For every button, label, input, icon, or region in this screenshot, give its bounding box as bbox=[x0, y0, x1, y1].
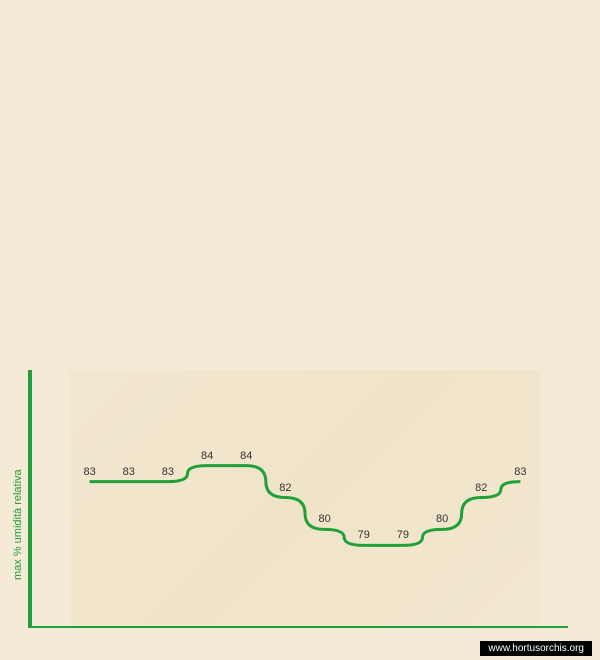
humidity-value: 83 bbox=[78, 466, 102, 478]
bottom-chart: 83 83 83 84 84 82 80 79 79 80 82 83 max % umidità r… bbox=[0, 0, 600, 660]
bottom-axis-bar-green bbox=[28, 626, 568, 628]
left-axis-bar-green bbox=[28, 370, 32, 628]
humidity-value: 79 bbox=[352, 529, 376, 541]
humidity-value: 79 bbox=[391, 529, 415, 541]
humidity-value: 80 bbox=[313, 513, 337, 525]
humidity-value: 82 bbox=[469, 482, 493, 494]
humidity-value: 83 bbox=[508, 466, 532, 478]
humidity-value: 83 bbox=[117, 466, 141, 478]
humidity-value: 82 bbox=[273, 482, 297, 494]
humidity-value: 84 bbox=[234, 450, 258, 462]
humidity-value: 83 bbox=[156, 466, 180, 478]
watermark: www.hortusorchis.org bbox=[480, 641, 592, 656]
label-umidita: max % umidità relativa bbox=[12, 430, 24, 580]
humidity-value: 84 bbox=[195, 450, 219, 462]
humidity-value: 80 bbox=[430, 513, 454, 525]
